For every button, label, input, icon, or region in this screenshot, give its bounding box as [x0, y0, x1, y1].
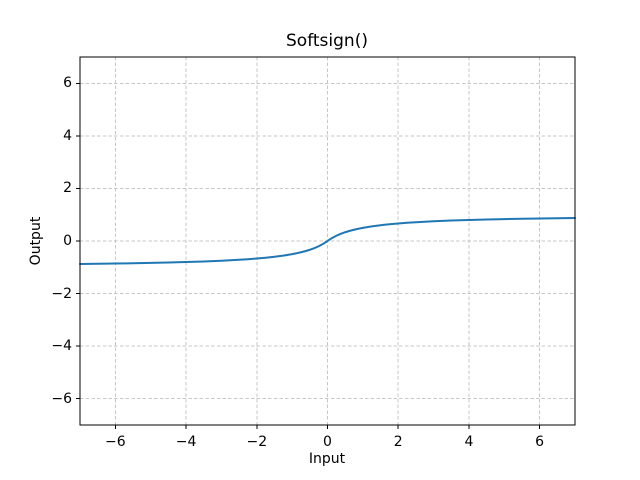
x-tick-label: 2 — [393, 434, 403, 450]
x-tick-label: −4 — [175, 434, 197, 450]
x-tick-label: 4 — [464, 434, 474, 450]
y-tick-label: −4 — [51, 338, 72, 355]
y-axis-label: Output — [28, 216, 44, 266]
y-tick-label: 0 — [63, 233, 72, 249]
series-curve-softsign — [79, 217, 576, 265]
y-tick-label: −2 — [51, 285, 72, 302]
x-tick-label: 0 — [323, 434, 332, 450]
x-axis-label: Input — [308, 451, 346, 467]
y-tick-label: −6 — [51, 390, 72, 407]
y-tick-label: 2 — [63, 180, 72, 197]
y-tick-label: 4 — [63, 127, 72, 144]
x-tick-label: −6 — [105, 434, 126, 450]
x-tick-label: 6 — [535, 434, 545, 450]
chart-title: Softsign() — [286, 31, 368, 51]
y-tick-label: 6 — [63, 75, 72, 92]
x-tick-label: −2 — [246, 434, 268, 450]
